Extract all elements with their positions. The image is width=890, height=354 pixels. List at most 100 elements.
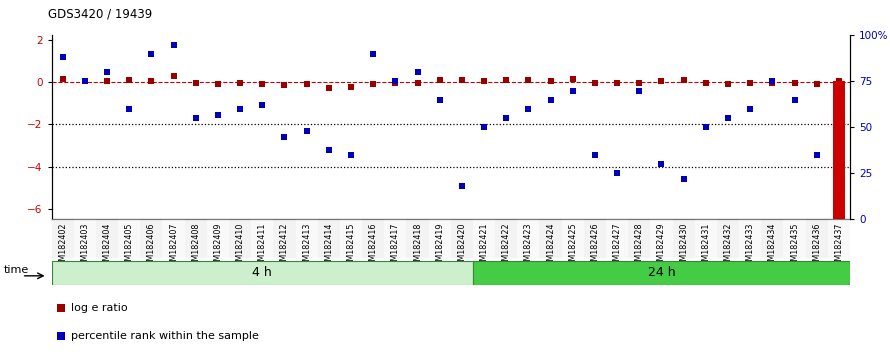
- Point: [100, 69, 114, 75]
- Point: [122, 77, 136, 83]
- Point: [566, 76, 580, 82]
- Point: [721, 81, 735, 87]
- Point: [278, 134, 292, 139]
- Bar: [539, 219, 562, 258]
- Point: [300, 128, 314, 134]
- Point: [211, 112, 225, 118]
- Bar: [340, 219, 362, 258]
- Point: [321, 147, 336, 152]
- Point: [233, 80, 247, 86]
- Bar: [517, 219, 539, 258]
- Text: GSM182406: GSM182406: [147, 223, 156, 271]
- Bar: [141, 219, 163, 258]
- Text: GSM182425: GSM182425: [568, 223, 578, 271]
- Text: GSM182429: GSM182429: [657, 223, 666, 271]
- Bar: [761, 219, 783, 258]
- Text: GSM182437: GSM182437: [834, 223, 844, 271]
- Text: GSM182407: GSM182407: [169, 223, 178, 271]
- Point: [366, 51, 380, 57]
- Point: [499, 115, 514, 121]
- Bar: [805, 219, 828, 258]
- Bar: [473, 261, 850, 285]
- Text: GSM182409: GSM182409: [214, 223, 222, 271]
- Text: GSM182416: GSM182416: [368, 223, 377, 271]
- Bar: [251, 219, 273, 258]
- Point: [77, 78, 92, 84]
- Text: percentile rank within the sample: percentile rank within the sample: [71, 331, 259, 341]
- Text: GSM182414: GSM182414: [324, 223, 334, 271]
- Text: GSM182424: GSM182424: [546, 223, 555, 271]
- Point: [255, 103, 270, 108]
- Bar: [185, 219, 206, 258]
- Point: [566, 88, 580, 93]
- Text: GSM182410: GSM182410: [236, 223, 245, 271]
- Point: [144, 78, 158, 84]
- Text: GSM182420: GSM182420: [457, 223, 466, 271]
- Text: GSM182411: GSM182411: [258, 223, 267, 271]
- Text: GSM182405: GSM182405: [125, 223, 134, 271]
- Bar: [384, 219, 407, 258]
- Point: [676, 77, 691, 83]
- Point: [810, 152, 824, 158]
- Point: [587, 152, 602, 158]
- Bar: [562, 219, 584, 258]
- Point: [654, 161, 668, 167]
- Text: GSM182422: GSM182422: [502, 223, 511, 271]
- Point: [477, 78, 491, 84]
- Text: GSM182418: GSM182418: [413, 223, 422, 271]
- Bar: [206, 219, 229, 258]
- Bar: [52, 261, 473, 285]
- Text: GSM182417: GSM182417: [391, 223, 400, 271]
- Point: [410, 69, 425, 75]
- Bar: [163, 219, 185, 258]
- Point: [321, 85, 336, 91]
- Text: time: time: [4, 265, 29, 275]
- Point: [144, 51, 158, 57]
- Point: [166, 42, 181, 47]
- Bar: [295, 219, 318, 258]
- Point: [699, 125, 713, 130]
- Text: GSM182431: GSM182431: [701, 223, 710, 271]
- Point: [122, 106, 136, 112]
- Text: GSM182415: GSM182415: [346, 223, 355, 271]
- Bar: [52, 219, 74, 258]
- Point: [166, 73, 181, 79]
- Bar: [716, 219, 739, 258]
- Bar: [833, 81, 845, 219]
- Text: GSM182430: GSM182430: [679, 223, 688, 271]
- Point: [300, 81, 314, 87]
- Bar: [584, 219, 606, 258]
- Text: GSM182423: GSM182423: [524, 223, 533, 271]
- Point: [455, 183, 469, 189]
- Point: [743, 80, 757, 86]
- Point: [255, 81, 270, 87]
- Text: 4 h: 4 h: [253, 267, 272, 279]
- Point: [77, 79, 92, 84]
- Point: [632, 80, 646, 86]
- Point: [676, 176, 691, 182]
- Bar: [628, 219, 651, 258]
- Text: GSM182404: GSM182404: [102, 223, 111, 271]
- Point: [388, 80, 402, 86]
- Bar: [495, 219, 517, 258]
- Text: GSM182433: GSM182433: [746, 223, 755, 271]
- Text: GSM182402: GSM182402: [58, 223, 68, 271]
- Point: [654, 78, 668, 84]
- Point: [54, 305, 69, 311]
- Text: log e ratio: log e ratio: [71, 303, 127, 313]
- Point: [54, 333, 69, 339]
- Text: GSM182428: GSM182428: [635, 223, 643, 271]
- Bar: [606, 219, 628, 258]
- Point: [632, 88, 646, 93]
- Text: GSM182426: GSM182426: [590, 223, 600, 271]
- Text: GSM182403: GSM182403: [80, 223, 89, 271]
- Point: [344, 152, 358, 158]
- Bar: [273, 219, 295, 258]
- Text: GSM182421: GSM182421: [480, 223, 489, 271]
- Point: [100, 78, 114, 84]
- Bar: [828, 219, 850, 258]
- Text: GSM182412: GSM182412: [280, 223, 289, 271]
- Point: [587, 80, 602, 86]
- Point: [544, 97, 558, 103]
- Point: [832, 78, 846, 84]
